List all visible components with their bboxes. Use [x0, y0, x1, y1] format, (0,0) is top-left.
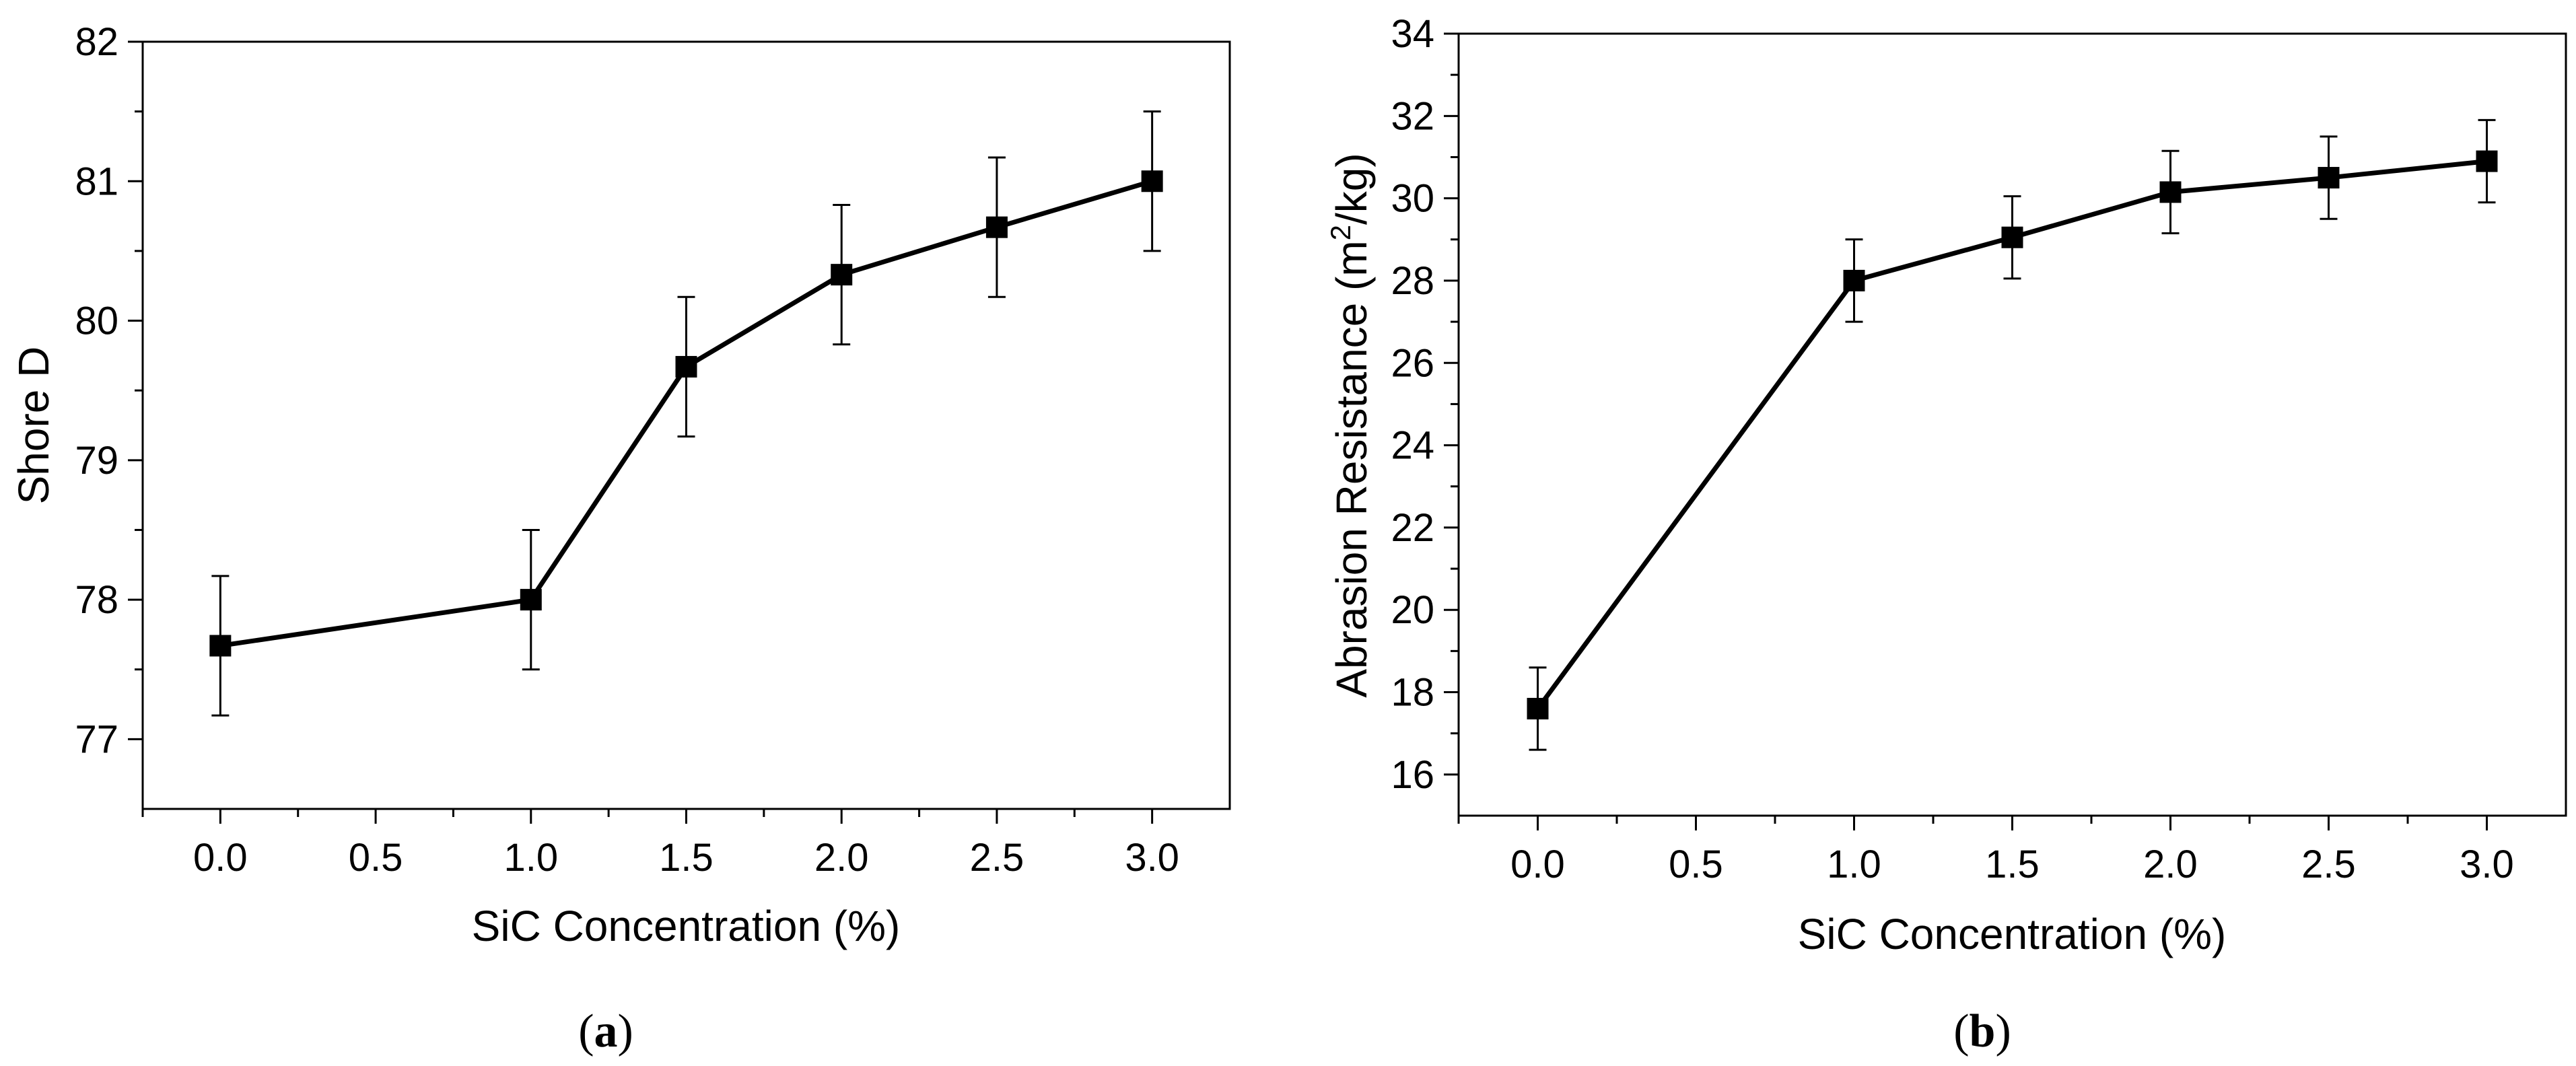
data-point-b — [2476, 150, 2498, 172]
x-tick-label-a: 2.0 — [814, 836, 869, 880]
x-tick-label-b: 0.0 — [1510, 843, 1565, 886]
panel-label-a: a — [594, 1005, 618, 1057]
y-axis-label-b: Abrasion Resistance (m2/kg) — [1325, 153, 1376, 697]
x-tick-label-a: 3.0 — [1125, 836, 1179, 880]
x-tick-label-b: 3.0 — [2460, 843, 2514, 886]
y-tick-label-b: 32 — [1391, 94, 1434, 138]
data-point-b — [2159, 181, 2182, 203]
data-point-b — [2318, 167, 2340, 189]
ticks-b: 0.0 0.5 1.0 1.5 2.0 2.5 3.0 16 18 20 22 24 26 28 30 32 3… — [1391, 12, 2513, 886]
data-point-a — [209, 635, 232, 657]
x-tick-label-a: 0.5 — [349, 836, 403, 880]
x-axis-label-a: SiC Concentration (%) — [472, 902, 901, 950]
series-a — [209, 110, 1163, 717]
x-tick-label-b: 1.5 — [1985, 843, 2040, 886]
data-point-a — [985, 216, 1008, 238]
data-point-b — [1843, 269, 1865, 291]
y-tick-label-b: 24 — [1391, 424, 1434, 468]
y-tick-label-a: 81 — [75, 159, 118, 203]
y-tick-label-b: 30 — [1391, 177, 1434, 221]
series-b — [1527, 118, 2498, 751]
x-axis-label-b: SiC Concentration (%) — [1798, 910, 2227, 958]
y-tick-label-b: 34 — [1391, 12, 1434, 56]
panel-caption-b: (b) — [1953, 1005, 2011, 1057]
series-line-a — [219, 178, 1153, 648]
x-tick-label-a: 1.5 — [659, 836, 713, 880]
data-point-a — [831, 264, 853, 286]
x-tick-label-a: 2.5 — [970, 836, 1024, 880]
panel-label-b: b — [1970, 1005, 1996, 1057]
y-axis-label-b-tail: /kg) — [1327, 153, 1376, 225]
data-point-a — [520, 589, 542, 611]
panel-caption-a: (a) — [578, 1005, 633, 1057]
series-line-b — [1535, 159, 2487, 711]
y-tick-label-b: 20 — [1391, 588, 1434, 632]
y-tick-label-a: 79 — [75, 439, 118, 483]
x-tick-label-b: 1.0 — [1827, 843, 1881, 886]
y-axis-label-b-sup: 2 — [1325, 225, 1356, 240]
plot-frame-b — [1457, 32, 2567, 817]
chart-panel-b: 0.0 0.5 1.0 1.5 2.0 2.5 3.0 16 18 20 22 24 26 28 30 32 3… — [1325, 12, 2567, 1057]
data-point-a — [675, 355, 697, 378]
x-tick-label-b: 0.5 — [1669, 843, 1723, 886]
x-tick-label-b: 2.5 — [2301, 843, 2356, 886]
y-axis-label-b-main: Abrasion Resistance (m — [1327, 240, 1376, 697]
y-tick-label-b: 26 — [1391, 341, 1434, 385]
y-tick-label-b: 16 — [1391, 753, 1434, 797]
data-point-b — [2001, 226, 2023, 248]
y-tick-label-b: 28 — [1391, 259, 1434, 303]
y-axis-label-a: Shore D — [9, 347, 58, 505]
chart-panel-a: 0.0 0.5 1.0 1.5 2.0 2.5 3.0 77 78 79 80 81 82 SiC Co… — [9, 20, 1231, 1057]
y-tick-label-a: 77 — [75, 717, 118, 761]
data-point-a — [1141, 170, 1163, 192]
data-point-b — [1527, 697, 1549, 719]
y-tick-label-b: 18 — [1391, 671, 1434, 715]
y-tick-label-a: 78 — [75, 578, 118, 622]
x-tick-label-a: 0.0 — [193, 836, 248, 880]
y-tick-label-b: 22 — [1391, 506, 1434, 550]
x-tick-label-a: 1.0 — [503, 836, 558, 880]
y-tick-label-a: 80 — [75, 299, 118, 343]
x-tick-label-b: 2.0 — [2143, 843, 2198, 886]
ticks-a: 0.0 0.5 1.0 1.5 2.0 2.5 3.0 77 78 79 80 81 82 — [75, 20, 1179, 880]
y-tick-label-a: 82 — [75, 20, 118, 64]
